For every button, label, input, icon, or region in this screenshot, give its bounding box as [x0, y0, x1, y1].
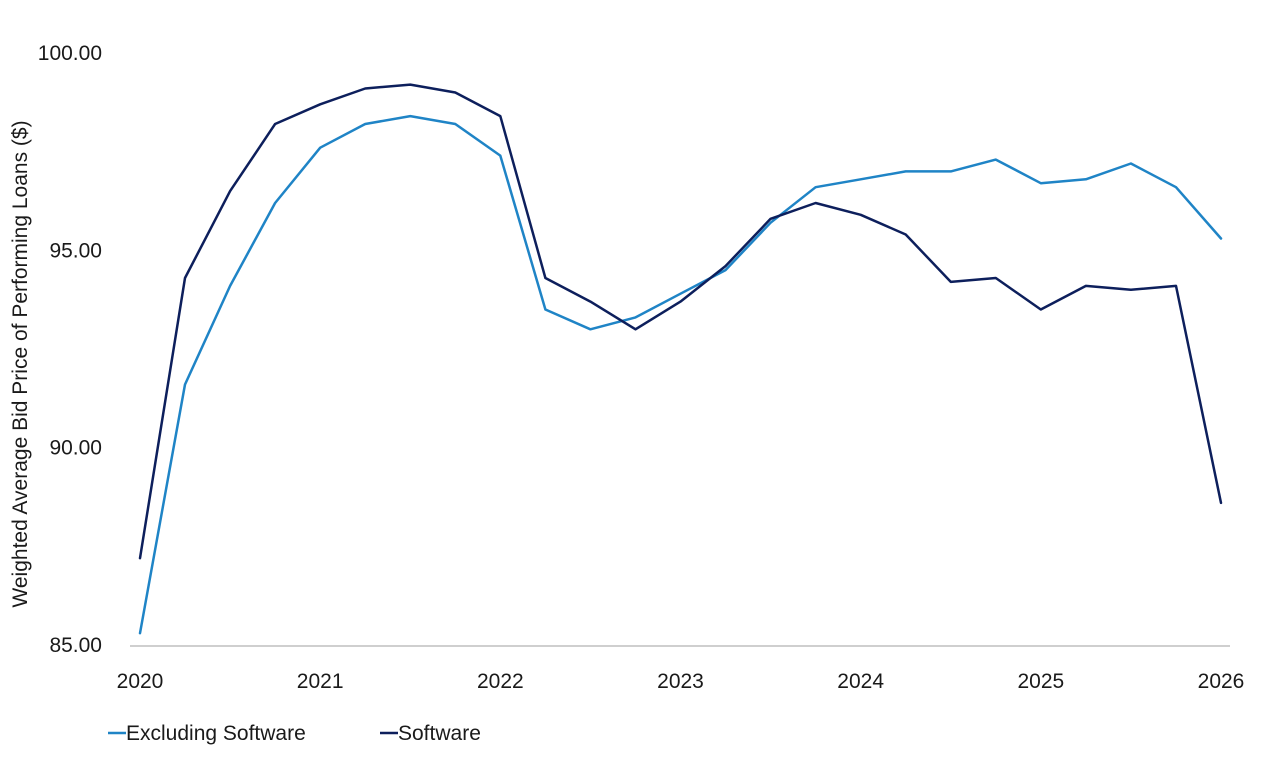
legend-item: Software — [380, 722, 481, 745]
legend: Excluding Software Software — [108, 722, 481, 745]
series-lines — [138, 83, 1223, 635]
y-tick-label: 90.00 — [49, 437, 102, 460]
series-line-excluding-software — [138, 114, 1223, 635]
legend-item: Excluding Software — [108, 722, 306, 745]
y-axis-title: Weighted Average Bid Price of Performing… — [9, 120, 32, 607]
x-tick-label: 2022 — [477, 670, 524, 693]
y-tick-label: 95.00 — [49, 239, 102, 262]
y-tick-label: 85.00 — [49, 634, 102, 657]
x-tick-label: 2021 — [297, 670, 344, 693]
legend-label: Software — [398, 722, 481, 745]
x-axis-ticks: 2020 2021 2022 2023 2024 2025 2026 — [117, 670, 1245, 693]
y-tick-label: 100.00 — [38, 42, 102, 65]
x-tick-label: 2023 — [657, 670, 704, 693]
series-line-software — [138, 83, 1223, 560]
x-tick-label: 2026 — [1198, 670, 1245, 693]
x-tick-label: 2025 — [1017, 670, 1064, 693]
y-axis-ticks: 85.00 90.00 95.00 100.00 — [38, 42, 102, 657]
x-tick-label: 2020 — [117, 670, 164, 693]
legend-label: Excluding Software — [126, 722, 306, 745]
x-tick-label: 2024 — [837, 670, 884, 693]
